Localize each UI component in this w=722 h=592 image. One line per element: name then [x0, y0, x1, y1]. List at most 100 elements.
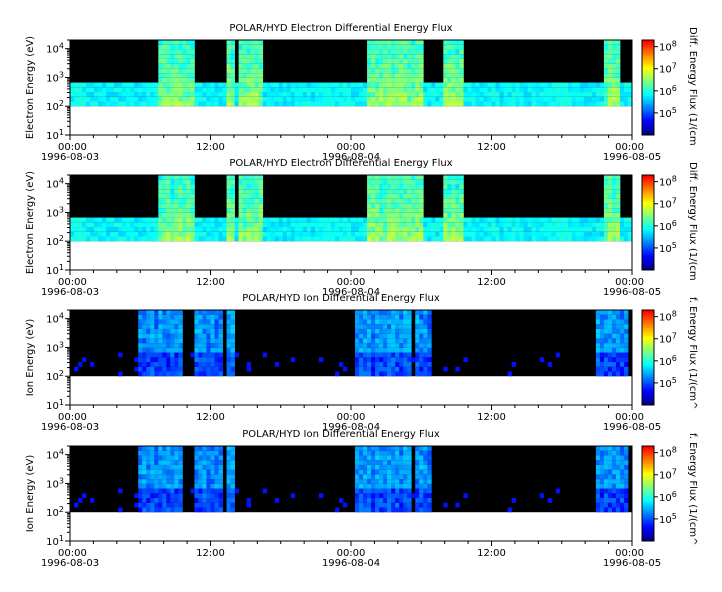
spectrogram-cell — [194, 493, 199, 499]
spectrogram-cell — [246, 40, 252, 45]
spectrogram-cell — [611, 493, 617, 499]
spectrogram-cell — [226, 77, 231, 83]
colorbar-segment — [642, 44, 654, 47]
spectrogram-cell — [82, 87, 87, 93]
colorbar-segment — [642, 74, 654, 77]
spectrogram-cell — [351, 82, 356, 88]
spectrogram-cell — [250, 236, 256, 242]
spectrogram-cell — [162, 357, 167, 363]
spectrogram-cell — [423, 314, 428, 320]
spectrogram-cell — [451, 40, 456, 45]
spectrogram-cell — [170, 488, 175, 494]
spectrogram-cell — [475, 231, 480, 237]
spectrogram-cell — [375, 49, 380, 55]
spectrogram-cell — [555, 488, 561, 494]
spectrogram-cell — [443, 212, 448, 218]
spectrogram-cell — [318, 236, 324, 242]
spectrogram-cell — [599, 314, 605, 320]
spectrogram-cell — [190, 189, 195, 194]
spectrogram-cell — [371, 328, 376, 334]
spectrogram-cell — [230, 40, 235, 45]
spectrogram-cell — [334, 507, 340, 513]
spectrogram-cell — [615, 92, 621, 97]
spectrogram-cell — [615, 455, 621, 461]
spectrogram-cell — [375, 101, 380, 107]
spectrogram-cell — [162, 333, 167, 339]
spectrogram-cell — [290, 92, 296, 97]
spectrogram-cell — [178, 450, 183, 456]
spectrogram-cell — [419, 198, 424, 204]
spectrogram-cell — [78, 236, 83, 242]
spectrogram-cell — [114, 217, 119, 223]
spectrogram-cell — [411, 63, 416, 69]
spectrogram-cell — [619, 82, 625, 88]
spectrogram-cell — [230, 310, 235, 315]
spectrogram-cell — [218, 101, 223, 107]
spectrogram-cell — [146, 101, 151, 107]
spectrogram-cell — [234, 222, 239, 228]
spectrogram-cell — [142, 333, 147, 339]
spectrogram-cell — [367, 193, 372, 199]
spectrogram-cell — [551, 222, 557, 228]
spectrogram-cell — [138, 469, 143, 475]
spectrogram-cell — [206, 352, 211, 358]
spectrogram-cell — [162, 92, 167, 97]
spectrogram-cell — [375, 352, 380, 358]
spectrogram-cell — [106, 82, 111, 88]
spectrogram-cell — [214, 464, 219, 470]
spectrogram-cell — [226, 198, 231, 204]
spectrogram-cell — [306, 101, 312, 107]
spectrogram-cell — [174, 352, 179, 358]
colorbar-segment — [642, 60, 654, 63]
spectrogram-cell — [411, 217, 416, 223]
spectrogram-cell — [623, 343, 629, 348]
spectrogram-cell — [423, 227, 428, 232]
spectrogram-cell — [511, 231, 516, 237]
spectrogram-cell — [407, 203, 412, 209]
spectrogram-cell — [403, 366, 408, 372]
spectrogram-cell — [359, 507, 364, 513]
spectrogram-cell — [387, 328, 392, 334]
spectrogram-cell — [407, 347, 412, 353]
colorbar-segment — [642, 493, 654, 496]
spectrogram-cell — [190, 198, 195, 204]
spectrogram-cell — [419, 184, 424, 190]
spectrogram-cell — [379, 333, 384, 339]
spectrogram-cell — [334, 231, 340, 237]
colorbar-segment — [642, 517, 654, 520]
colorbar-segment — [642, 379, 654, 382]
spectrogram-cell — [174, 469, 179, 475]
spectrogram-cell — [407, 184, 412, 190]
spectrogram-cell — [383, 44, 388, 50]
spectrogram-cell — [226, 507, 231, 513]
spectrogram-cell — [367, 73, 372, 78]
spectrogram-cell — [563, 96, 569, 102]
spectrogram-cell — [326, 222, 332, 228]
spectrogram-cell — [286, 217, 292, 223]
spectrogram-cell — [447, 217, 452, 223]
spectrogram-cell — [415, 483, 420, 489]
spectrogram-cell — [547, 227, 553, 232]
spectrogram-cell — [491, 231, 496, 237]
colorbar-segment — [642, 263, 654, 266]
spectrogram-cell — [375, 227, 380, 232]
spectrogram-cell — [499, 101, 504, 107]
colorbar-segment — [642, 374, 654, 377]
spectrogram-cell — [218, 357, 223, 363]
spectrogram-cell — [190, 82, 195, 88]
spectrogram-cell — [379, 324, 384, 329]
spectrogram-cell — [611, 324, 617, 329]
spectrogram-cell — [511, 222, 516, 228]
spectrogram-cell — [507, 507, 512, 513]
colorbar-segment — [642, 52, 654, 55]
colorbar-segment — [642, 262, 654, 265]
spectrogram-cell — [427, 328, 432, 334]
spectrogram-cell — [619, 217, 625, 223]
spectrogram-cell — [170, 203, 175, 209]
spectrogram-cell — [367, 347, 372, 353]
spectrogram-cell — [82, 101, 87, 107]
spectrogram-cell — [615, 73, 621, 78]
spectrogram-cell — [435, 96, 440, 102]
spectrogram-cell — [627, 82, 633, 88]
spectrogram-cell — [579, 222, 585, 228]
